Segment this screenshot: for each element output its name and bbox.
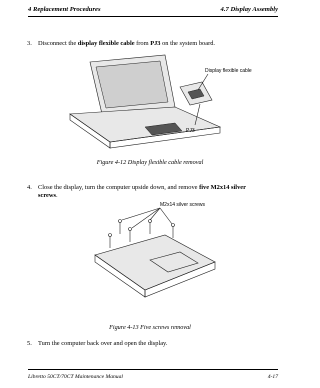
step-text: . xyxy=(55,192,58,200)
step-text-bold: PJ3 xyxy=(150,40,161,47)
step: 4. Close the display, turn the computer … xyxy=(27,184,253,201)
step-text-bold: five M2x14 silver screws xyxy=(38,184,246,200)
step-number: 3. xyxy=(27,40,32,47)
leader xyxy=(197,73,209,91)
figure-caption: Figure 4-13 Five screws removal xyxy=(109,324,191,331)
header-right: 4.7 Display Assembly xyxy=(220,6,278,13)
figure-screws: M2x14 silver screws xyxy=(94,202,216,298)
step-text-bold: display flexible cable xyxy=(77,40,135,47)
step-text: Disconnect the xyxy=(38,40,78,47)
footer-left: Libretto 50CT/70CT Maintenance Manual xyxy=(28,374,123,380)
header-rule xyxy=(28,16,278,17)
cable xyxy=(144,122,183,136)
header-left: 4 Replacement Procedures xyxy=(28,6,101,13)
battery-cover xyxy=(149,251,199,273)
step-text: Turn the computer back over and open the… xyxy=(38,340,168,347)
base-side xyxy=(109,126,221,149)
step-number: 4. xyxy=(27,184,32,191)
step-text: on the system board. xyxy=(160,40,215,47)
screws xyxy=(108,207,175,248)
step: 5. Turn the computer back over and open … xyxy=(27,340,253,348)
footer-right: 4-17 xyxy=(267,374,278,380)
figure-label: Display flexible cable xyxy=(205,68,252,74)
base-side xyxy=(144,261,216,298)
step: 3. Disconnect the display flexible cable… xyxy=(27,40,253,48)
figure-caption: Figure 4-12 Display flexible cable remov… xyxy=(96,159,204,166)
screen xyxy=(95,60,169,109)
page: {"header": {"left": "4 Replacement Proce… xyxy=(27,6,278,380)
footer-rule xyxy=(28,369,278,370)
base xyxy=(69,106,222,143)
connector xyxy=(187,88,205,100)
figure-display-cable: Display flexible cable PJ3 xyxy=(69,54,252,149)
figure-label: M2x14 silver screws xyxy=(160,202,206,208)
step-text: Close the display, turn the computer ups… xyxy=(38,184,200,191)
figure-label: PJ3 xyxy=(186,128,195,134)
step-text: from xyxy=(134,40,151,47)
step-number: 5. xyxy=(27,340,32,347)
leader xyxy=(194,103,201,126)
